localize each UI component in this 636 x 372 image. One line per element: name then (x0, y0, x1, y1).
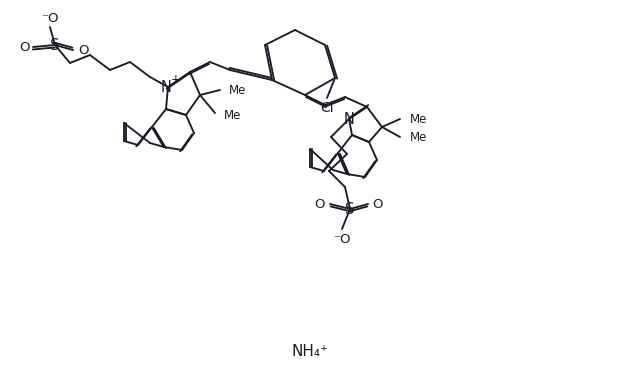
Text: NH₄⁺: NH₄⁺ (291, 344, 329, 359)
Text: O: O (373, 198, 384, 211)
Text: O: O (18, 41, 29, 54)
Text: Me: Me (229, 83, 246, 96)
Text: +: + (171, 73, 181, 86)
Text: S: S (345, 202, 355, 217)
Text: ⁻O: ⁻O (41, 12, 59, 25)
Text: Me: Me (224, 109, 242, 122)
Text: S: S (50, 38, 60, 52)
Text: Me: Me (410, 112, 427, 125)
Text: O: O (315, 198, 325, 211)
Text: Cl: Cl (320, 101, 334, 115)
Text: N: N (160, 80, 172, 94)
Text: N: N (343, 112, 354, 126)
Text: O: O (78, 44, 88, 57)
Text: Me: Me (410, 131, 427, 144)
Text: ⁻O: ⁻O (333, 232, 350, 246)
